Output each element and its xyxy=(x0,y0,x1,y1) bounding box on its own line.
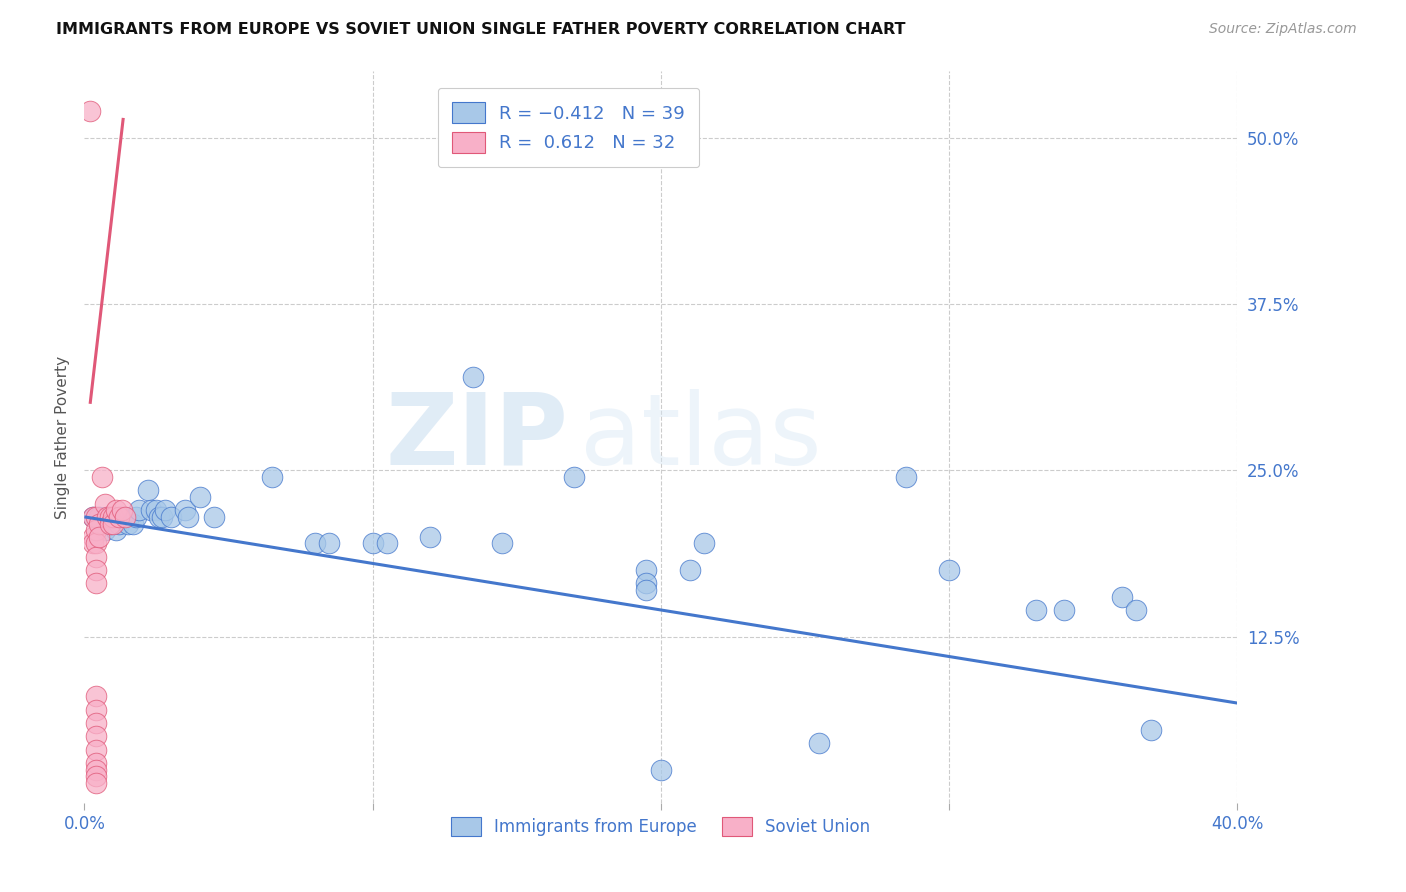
Point xyxy=(148,509,170,524)
Point xyxy=(105,523,128,537)
Point xyxy=(114,509,136,524)
Point xyxy=(87,516,110,531)
Point xyxy=(150,509,173,524)
Point xyxy=(111,509,134,524)
Point xyxy=(361,536,384,550)
Point xyxy=(98,516,121,531)
Point xyxy=(82,509,104,524)
Point xyxy=(103,509,124,524)
Point xyxy=(1140,723,1163,737)
Point xyxy=(1053,603,1076,617)
Legend: Immigrants from Europe, Soviet Union: Immigrants from Europe, Soviet Union xyxy=(437,804,884,849)
Point xyxy=(304,536,326,550)
Point xyxy=(84,769,107,783)
Point xyxy=(84,509,107,524)
Point xyxy=(177,509,200,524)
Text: ZIP: ZIP xyxy=(385,389,568,485)
Point xyxy=(84,742,107,756)
Point xyxy=(160,509,183,524)
Point xyxy=(105,503,128,517)
Point xyxy=(122,516,145,531)
Point xyxy=(1125,603,1147,617)
Point xyxy=(84,563,107,577)
Point xyxy=(136,483,159,498)
Point xyxy=(84,756,107,770)
Point xyxy=(82,530,104,544)
Point xyxy=(84,549,107,564)
Point xyxy=(174,503,197,517)
Point xyxy=(318,536,340,550)
Point xyxy=(1111,590,1133,604)
Point xyxy=(894,470,917,484)
Point xyxy=(128,503,150,517)
Point xyxy=(103,516,124,531)
Point xyxy=(419,530,441,544)
Text: Source: ZipAtlas.com: Source: ZipAtlas.com xyxy=(1209,22,1357,37)
Point xyxy=(90,516,112,531)
Point xyxy=(650,763,672,777)
Point xyxy=(98,516,121,531)
Point xyxy=(139,503,162,517)
Point xyxy=(153,503,176,517)
Point xyxy=(84,523,107,537)
Point xyxy=(98,509,121,524)
Point xyxy=(84,576,107,591)
Point xyxy=(84,776,107,790)
Point xyxy=(108,516,131,531)
Point xyxy=(87,530,110,544)
Point xyxy=(114,509,136,524)
Point xyxy=(84,763,107,777)
Point xyxy=(463,370,485,384)
Point xyxy=(93,497,115,511)
Point xyxy=(125,509,148,524)
Text: atlas: atlas xyxy=(581,389,821,485)
Point xyxy=(188,490,211,504)
Point xyxy=(693,536,716,550)
Point xyxy=(103,509,124,524)
Point xyxy=(260,470,283,484)
Point xyxy=(96,509,118,524)
Point xyxy=(202,509,225,524)
Point xyxy=(93,523,115,537)
Point xyxy=(82,509,104,524)
Point xyxy=(111,503,134,517)
Point xyxy=(84,703,107,717)
Text: IMMIGRANTS FROM EUROPE VS SOVIET UNION SINGLE FATHER POVERTY CORRELATION CHART: IMMIGRANTS FROM EUROPE VS SOVIET UNION S… xyxy=(56,22,905,37)
Point xyxy=(636,563,658,577)
Point xyxy=(82,536,104,550)
Point xyxy=(938,563,960,577)
Point xyxy=(90,470,112,484)
Point xyxy=(84,729,107,743)
Point xyxy=(564,470,586,484)
Point xyxy=(491,536,513,550)
Point xyxy=(79,104,101,119)
Point xyxy=(117,516,139,531)
Point xyxy=(808,736,831,750)
Point xyxy=(636,576,658,591)
Point xyxy=(87,509,110,524)
Point xyxy=(96,509,118,524)
Point xyxy=(636,582,658,597)
Point xyxy=(375,536,398,550)
Point xyxy=(1025,603,1047,617)
Point xyxy=(84,536,107,550)
Point xyxy=(679,563,702,577)
Point xyxy=(84,690,107,704)
Y-axis label: Single Father Poverty: Single Father Poverty xyxy=(55,356,70,518)
Point xyxy=(108,509,131,524)
Point xyxy=(145,503,167,517)
Point xyxy=(84,716,107,731)
